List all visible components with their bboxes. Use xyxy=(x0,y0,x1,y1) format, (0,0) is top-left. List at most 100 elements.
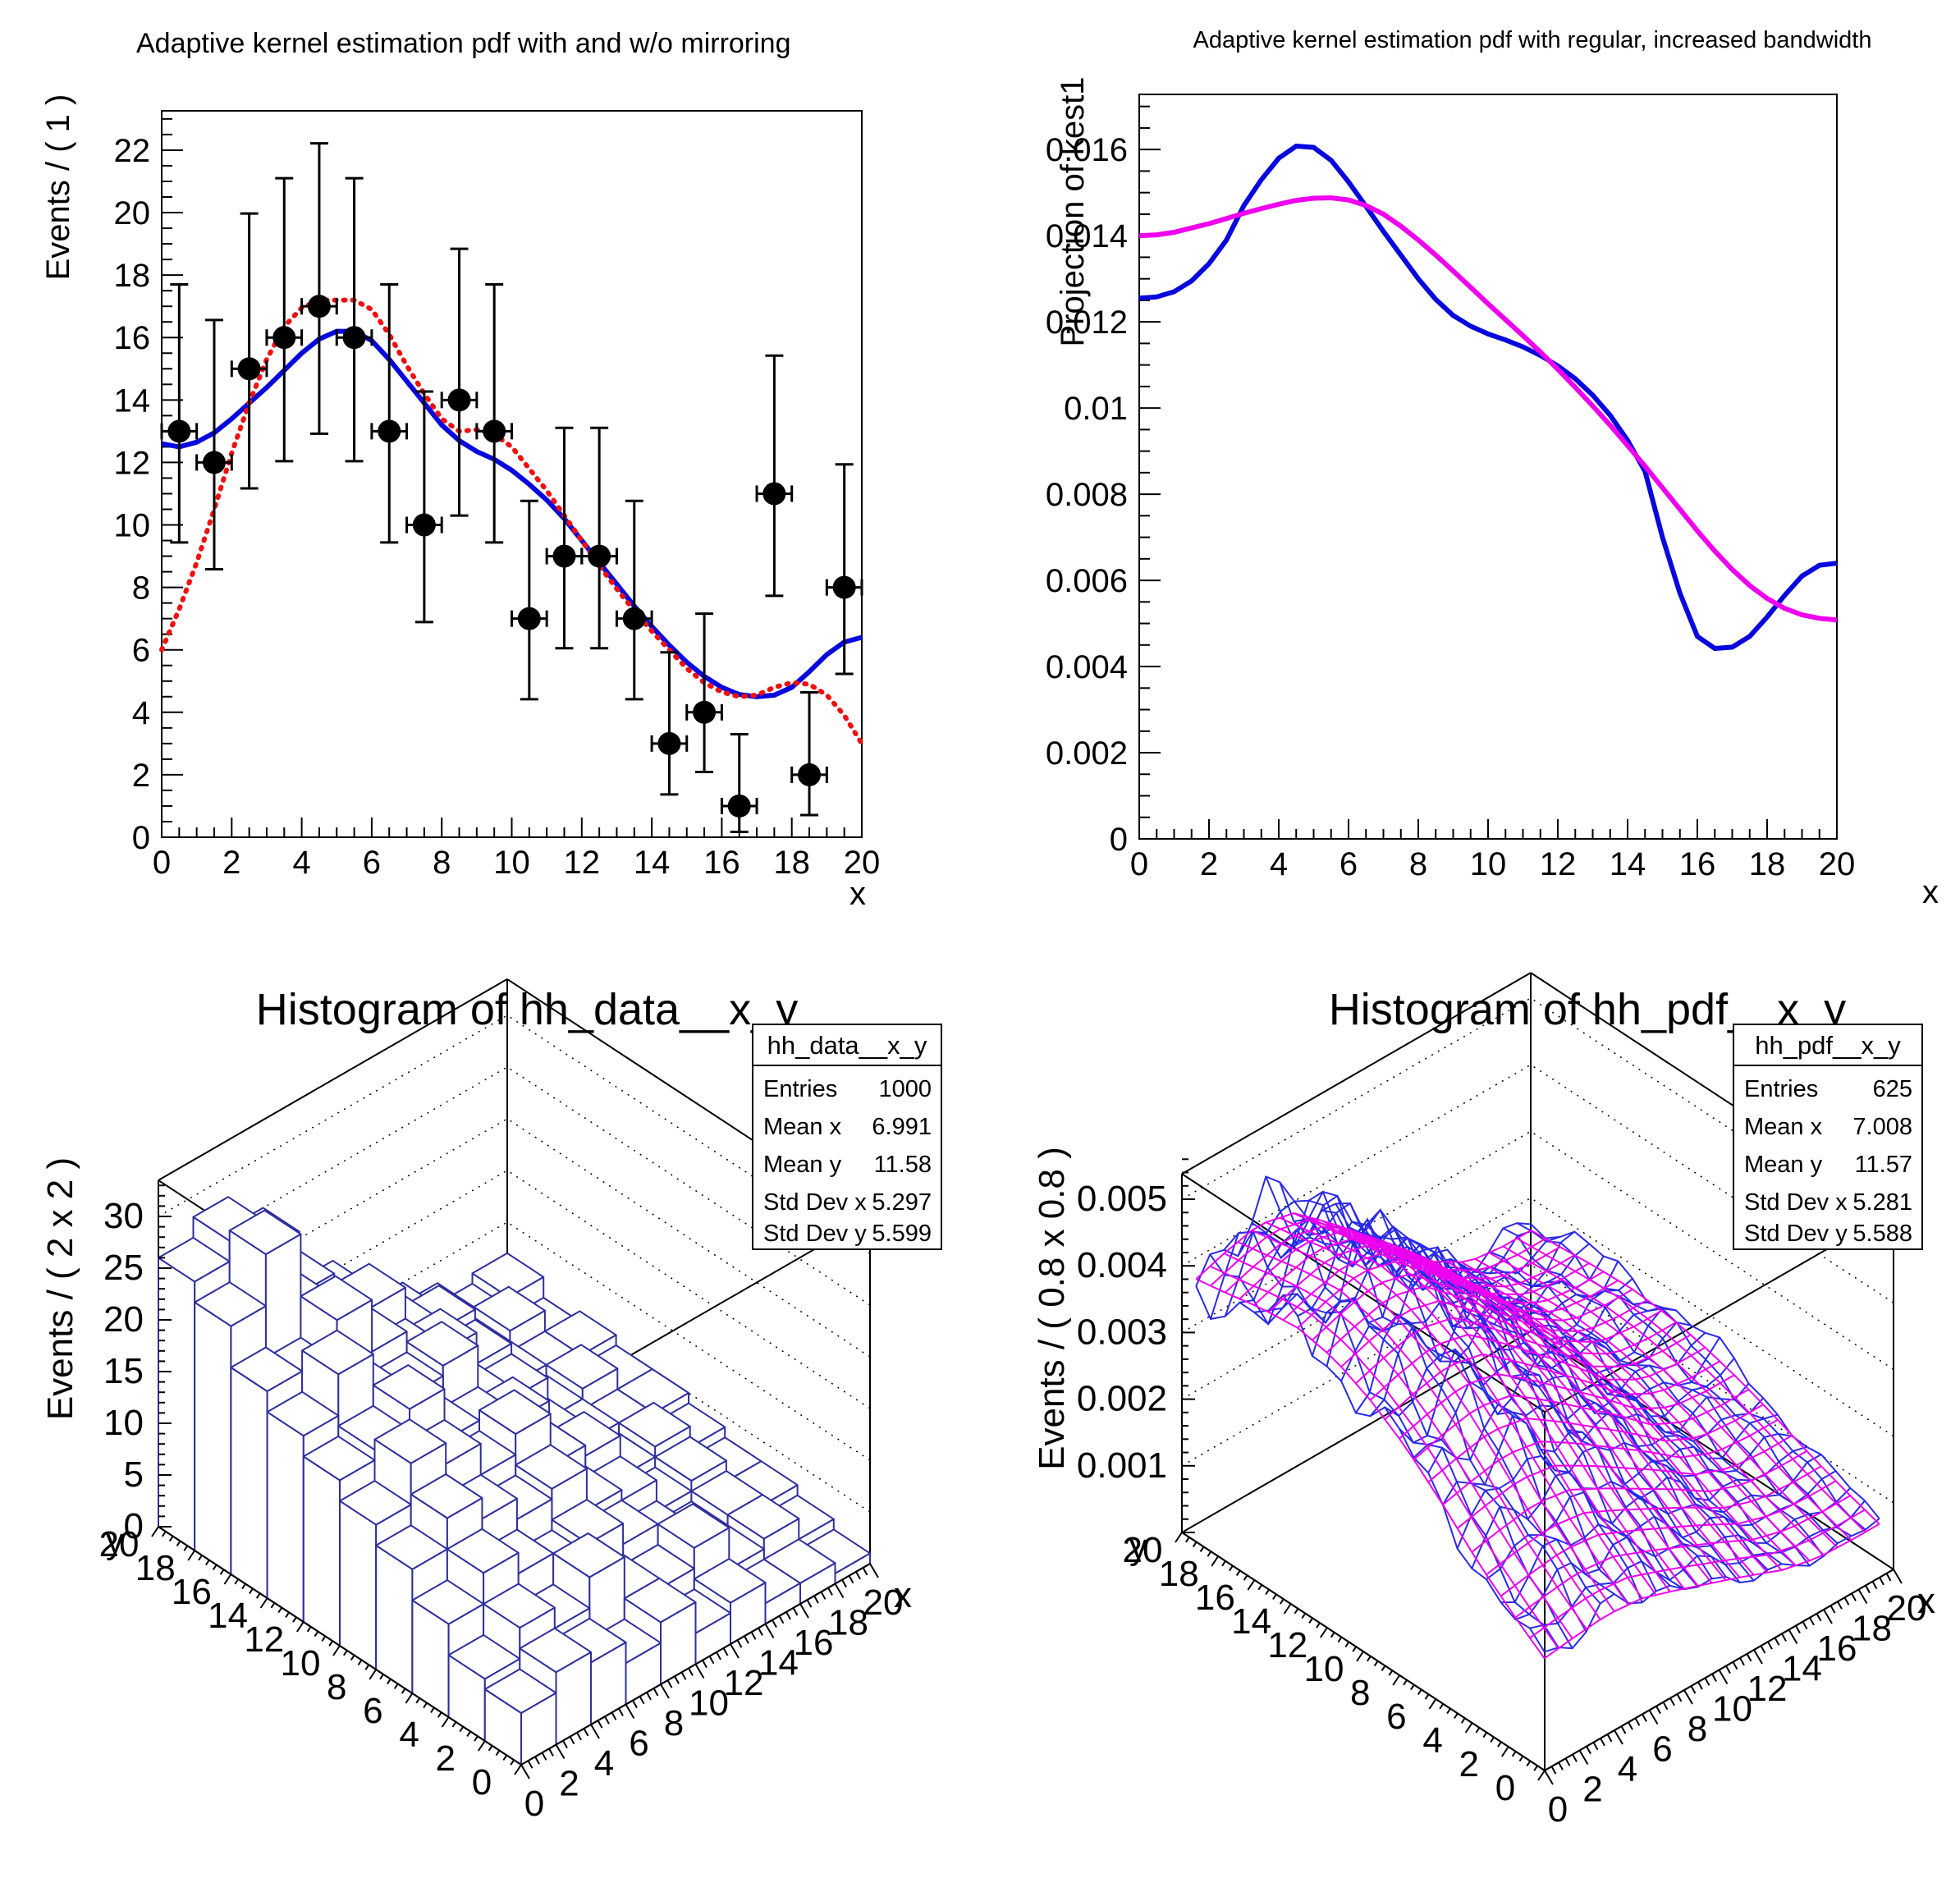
x-tick xyxy=(702,1660,708,1669)
pad1-y-axis-title: Events / ( 1 ) xyxy=(40,94,76,281)
x-tick-label: 8 xyxy=(1688,1709,1707,1749)
x-tick-label: 20 xyxy=(1887,1588,1927,1628)
x-tick xyxy=(646,1692,652,1701)
lego-bar-face xyxy=(623,1577,697,1624)
y-tick-label: 16 xyxy=(172,1572,212,1612)
lego-bar-face xyxy=(372,1364,446,1410)
y-tick xyxy=(1537,1770,1546,1781)
x-tick xyxy=(1816,1613,1822,1622)
z-tick-label: 30 xyxy=(103,1196,144,1236)
x-tick xyxy=(764,1623,775,1639)
y-tick xyxy=(1308,1617,1313,1624)
y-tick-label: 4 xyxy=(132,695,150,731)
mesh-line xyxy=(1460,1265,1811,1567)
y-tick xyxy=(295,1621,305,1633)
stats-value: 11.57 xyxy=(1855,1152,1912,1178)
y-tick xyxy=(423,1702,428,1709)
y-tick-label: 12 xyxy=(1267,1625,1307,1665)
y-tick xyxy=(441,1716,450,1728)
lego-bar-face xyxy=(373,1418,447,1464)
y-tick-label: 22 xyxy=(114,133,151,169)
x-tick xyxy=(1718,1669,1729,1685)
x-tick xyxy=(1544,1770,1554,1785)
z-tick-label: 10 xyxy=(103,1403,144,1443)
y-tick xyxy=(437,1711,442,1718)
mesh-line xyxy=(1335,1224,1685,1590)
y-tick xyxy=(176,1540,181,1546)
y-tick xyxy=(1410,1684,1415,1691)
x-tick-label: 2 xyxy=(1200,846,1218,882)
y-tick-label: 20 xyxy=(1123,1530,1163,1570)
curve-solid xyxy=(1138,195,1838,623)
x-tick-label: 14 xyxy=(634,845,671,881)
y-tick xyxy=(328,1640,333,1647)
y-tick xyxy=(1352,1646,1357,1652)
z-gridline xyxy=(1181,1064,1894,1303)
x-tick-label: 14 xyxy=(1610,846,1646,882)
y-tick xyxy=(1356,1651,1364,1662)
y-tick xyxy=(1185,1537,1190,1543)
pad4-z-axis-title: Events / ( 0.8 x 0.8 ) xyxy=(1032,1147,1072,1470)
x-tick xyxy=(708,1656,715,1665)
y-tick-label: 0 xyxy=(1495,1768,1515,1808)
mesh-line xyxy=(1223,1253,1573,1639)
pad1-x-axis-title: x xyxy=(849,876,866,912)
x-tick xyxy=(862,1567,868,1576)
x-tick xyxy=(674,1675,680,1684)
y-tick xyxy=(1511,1751,1517,1757)
pad1-title: Adaptive kernel estimation pdf with and … xyxy=(136,28,791,59)
x-tick xyxy=(632,1700,638,1709)
lego-bar-face xyxy=(483,1668,557,1714)
y-tick-label: 0.012 xyxy=(1046,305,1128,341)
y-tick xyxy=(168,1536,174,1542)
y-tick xyxy=(1490,1736,1495,1743)
y-tick-label: 0.004 xyxy=(1046,649,1128,685)
mesh-line xyxy=(1265,1176,1615,1595)
x-tick xyxy=(680,1671,687,1680)
x-tick xyxy=(1564,1757,1571,1766)
x-tick xyxy=(534,1756,540,1765)
x-tick xyxy=(785,1611,791,1620)
mesh-line xyxy=(1195,1278,1546,1659)
mesh-line xyxy=(1307,1216,1657,1596)
lego-bar-face xyxy=(545,1344,619,1390)
x-tick xyxy=(625,1703,635,1720)
z-tick-label: 25 xyxy=(103,1248,144,1288)
x-tick xyxy=(1634,1717,1641,1726)
x-tick xyxy=(806,1599,813,1608)
stats-label: Mean y xyxy=(1744,1152,1823,1178)
lego-bar-face xyxy=(726,1494,800,1540)
z-gridline xyxy=(1181,1197,1894,1437)
y-tick-label: 18 xyxy=(1159,1554,1199,1594)
mesh-line xyxy=(1279,1181,1629,1604)
z-tick-label: 20 xyxy=(103,1299,144,1340)
x-tick-label: 16 xyxy=(1817,1628,1857,1669)
x-tick-label: 12 xyxy=(564,845,601,881)
z-tick-label: 0.002 xyxy=(1077,1379,1167,1419)
lego-bar-face xyxy=(158,1236,231,1283)
y-tick-label: 0.01 xyxy=(1064,391,1128,427)
lego-bar-face xyxy=(230,1367,268,1599)
x-tick xyxy=(653,1688,659,1697)
x-tick xyxy=(1683,1689,1693,1705)
y-tick xyxy=(1518,1756,1524,1762)
mesh-line xyxy=(1209,1253,1559,1648)
y-tick-label: 12 xyxy=(114,445,151,481)
lego-bar-face xyxy=(194,1301,232,1575)
y-tick xyxy=(277,1607,283,1614)
x-tick xyxy=(1781,1633,1787,1642)
z-tick-label: 15 xyxy=(103,1351,144,1391)
x-tick-label: 4 xyxy=(1270,846,1288,882)
stats-label: Std Dev x xyxy=(763,1189,867,1216)
y-tick xyxy=(393,1683,399,1689)
x-tick xyxy=(688,1667,694,1676)
lego-bar-face xyxy=(230,1346,304,1392)
stats-title: hh_data__x_y xyxy=(767,1031,927,1060)
x-tick xyxy=(1802,1621,1808,1630)
data-point xyxy=(378,419,401,443)
lego-bar-face xyxy=(301,1329,374,1376)
y-tick xyxy=(259,1597,268,1609)
x-tick xyxy=(792,1607,799,1616)
